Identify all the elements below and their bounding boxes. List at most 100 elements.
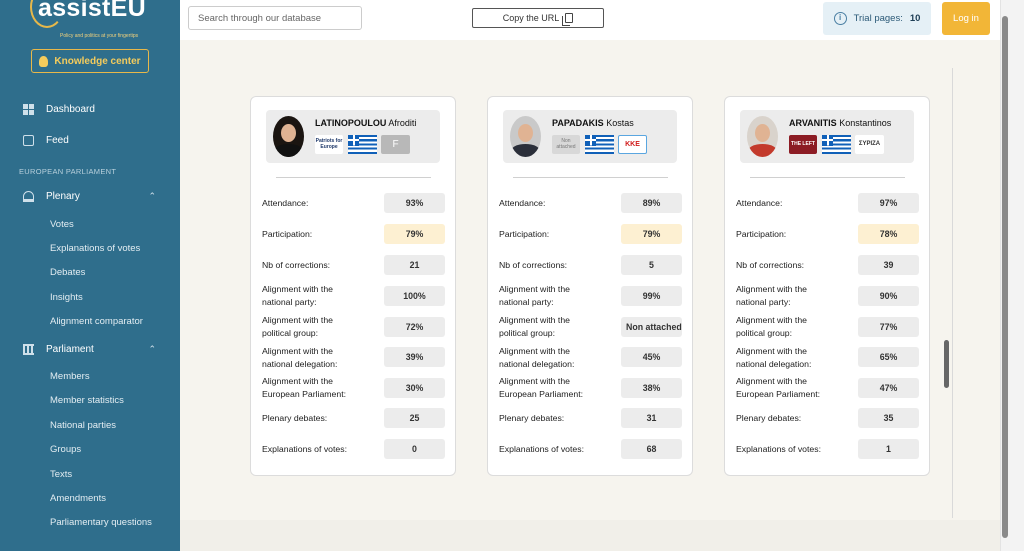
sidebar-subitem-explanations-of-votes[interactable]: Explanations of votes [50,243,141,254]
align-deleg-value: 45% [621,347,682,367]
debates-value: 31 [621,408,682,428]
top-bar: Copy the URL i Trial pages: 10 Log in [180,0,1000,40]
sidebar-item-dashboard[interactable]: Dashboard [0,98,180,120]
debates-value: 25 [384,408,445,428]
group-badge-the-left: THE LEFT [789,135,817,154]
align-deleg-label: Alignment with the national delegation: [736,346,812,369]
divider [750,177,905,178]
align-ep-label: Alignment with the European Parliament: [499,376,584,399]
align-deleg-value: 65% [858,347,919,367]
sidebar-item-label: Parliament [46,343,94,355]
participation-label: Participation: [499,229,550,239]
align-group-label: Alignment with the political group: [262,315,333,338]
attendance-value: 93% [384,193,445,213]
knowledge-center-label: Knowledge center [54,55,141,67]
participation-value: 78% [858,224,919,244]
divider [513,177,668,178]
sidebar-subitem-insights[interactable]: Insights [50,292,83,303]
sidebar-subitem-national-parties[interactable]: National parties [50,420,117,431]
copy-url-button[interactable]: Copy the URL [472,8,604,28]
sidebar-subitem-amendments[interactable]: Amendments [50,493,106,504]
mep-first-name: Kostas [606,118,634,128]
corrections-label: Nb of corrections: [262,260,331,270]
sidebar-subitem-texts[interactable]: Texts [50,469,73,480]
debates-value: 35 [858,408,919,428]
greece-flag-icon [585,135,614,154]
bottom-strip [180,520,1000,551]
greece-flag-icon [348,135,377,154]
corrections-value: 21 [384,255,445,275]
align-party-label: Alignment with the national party: [262,284,333,307]
sidebar: assistEU Policy and politics at your fin… [0,0,180,551]
sidebar-item-label: Dashboard [46,103,95,115]
content-scroll-track [952,68,953,518]
sidebar-item-feed[interactable]: Feed [0,129,180,151]
mep-name: PAPADAKIS Kostas [552,118,634,128]
group-badge-patriots: Patriots for Europe [315,135,343,154]
knowledge-center-button[interactable]: Knowledge center [31,49,149,73]
align-party-label: Alignment with the national party: [499,284,570,307]
trial-pages-label: Trial pages: [853,13,903,24]
content-scrollbar-thumb[interactable] [944,340,949,388]
align-group-label: Alignment with the political group: [736,315,807,338]
search-input[interactable] [188,6,362,30]
party-badge: ΣΥΡΙΖΑ [855,135,884,154]
align-group-value: 72% [384,317,445,337]
sidebar-item-parliament[interactable]: Parliament ⌃ [0,338,180,360]
participation-label: Participation: [262,229,313,239]
party-badge: KKE [618,135,647,154]
align-deleg-value: 39% [384,347,445,367]
attendance-label: Attendance: [499,198,546,208]
attendance-value: 97% [858,193,919,213]
participation-value: 79% [384,224,445,244]
section-label-european-parliament: EUROPEAN PARLIAMENT [19,167,117,176]
mep-header[interactable]: ARVANITIS Konstantinos THE LEFT ΣΥΡΙΖΑ [740,110,914,163]
align-ep-value: 38% [621,378,682,398]
sidebar-item-label: Plenary [46,190,80,202]
explanations-label: Explanations of votes: [499,444,584,454]
login-button[interactable]: Log in [942,2,990,35]
align-group-label: Alignment with the political group: [499,315,570,338]
participation-label: Participation: [736,229,787,239]
lightbulb-icon [39,55,49,67]
mep-header[interactable]: PAPADAKIS Kostas Non attached KKE [503,110,677,163]
parliament-icon [23,343,34,355]
corrections-value: 5 [621,255,682,275]
align-ep-value: 47% [858,378,919,398]
mep-name: LATINOPOULOU Afroditi [315,118,416,128]
chevron-up-icon: ⌃ [148,190,156,201]
assisteu-logo[interactable]: assistEU Policy and politics at your fin… [30,0,147,42]
participation-value: 79% [621,224,682,244]
avatar [510,116,541,157]
sidebar-subitem-parliamentary-questions[interactable]: Parliamentary questions [50,517,152,528]
corrections-value: 39 [858,255,919,275]
align-party-label: Alignment with the national party: [736,284,807,307]
copy-icon [562,13,574,26]
sidebar-subitem-debates[interactable]: Debates [50,267,86,278]
explanations-label: Explanations of votes: [736,444,821,454]
sidebar-item-plenary[interactable]: Plenary ⌃ [0,185,180,207]
page-scrollbar-thumb[interactable] [1002,16,1008,538]
mep-last-name: ARVANITIS [789,118,837,128]
mep-card: ARVANITIS Konstantinos THE LEFT ΣΥΡΙΖΑ A… [724,96,930,476]
sidebar-subitem-alignment-comparator[interactable]: Alignment comparator [50,316,143,327]
avatar [273,116,304,157]
align-party-value: 99% [621,286,682,306]
sidebar-subitem-groups[interactable]: Groups [50,444,82,455]
logo-text: assistEU [38,0,147,22]
avatar [747,116,778,157]
align-deleg-label: Alignment with the national delegation: [499,346,575,369]
chevron-up-icon: ⌃ [148,343,156,354]
align-deleg-label: Alignment with the national delegation: [262,346,338,369]
attendance-value: 89% [621,193,682,213]
greece-flag-icon [822,135,851,154]
align-ep-value: 30% [384,378,445,398]
sidebar-subitem-member-statistics[interactable]: Member statistics [50,395,124,406]
mep-last-name: LATINOPOULOU [315,118,387,128]
info-icon: i [833,12,847,25]
sidebar-subitem-votes[interactable]: Votes [50,219,74,230]
mep-header[interactable]: LATINOPOULOU Afroditi Patriots for Europ… [266,110,440,163]
sidebar-subitem-members[interactable]: Members [50,371,90,382]
explanations-value: 0 [384,439,445,459]
divider [276,177,431,178]
